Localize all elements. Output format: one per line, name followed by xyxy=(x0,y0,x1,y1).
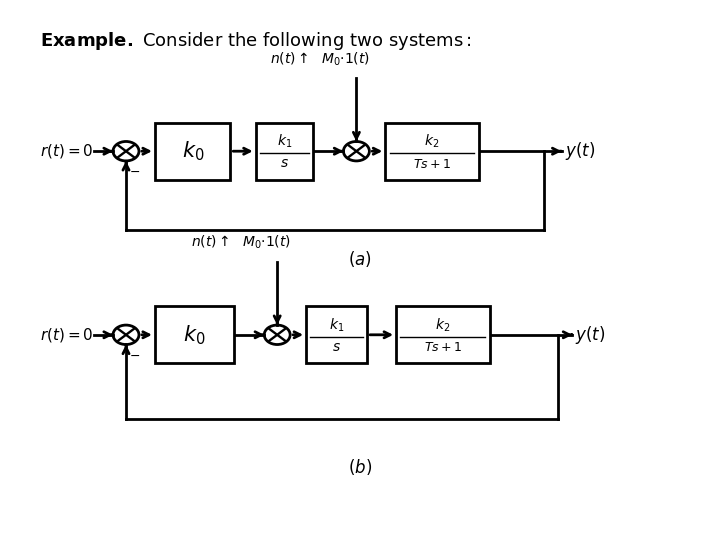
Text: $y(t)$: $y(t)$ xyxy=(565,140,595,162)
Bar xyxy=(155,123,230,179)
Bar xyxy=(155,307,234,363)
Text: $n(t){\uparrow}\ \ M_0{\cdot}1(t)$: $n(t){\uparrow}\ \ M_0{\cdot}1(t)$ xyxy=(191,234,291,251)
Text: $(a)$: $(a)$ xyxy=(348,249,372,269)
Bar xyxy=(385,123,479,179)
Text: $k_0$: $k_0$ xyxy=(181,139,204,163)
Text: $k_1$: $k_1$ xyxy=(329,316,345,334)
Text: $-$: $-$ xyxy=(129,165,140,178)
Bar xyxy=(256,123,313,179)
Text: $s$: $s$ xyxy=(280,156,289,170)
Text: $k_1$: $k_1$ xyxy=(276,133,292,150)
Text: $s$: $s$ xyxy=(333,340,341,354)
Bar xyxy=(306,307,367,363)
Text: $\mathbf{Example.}$ $\mathrm{Consider\ the\ following\ two\ systems:}$: $\mathbf{Example.}$ $\mathrm{Consider\ t… xyxy=(40,30,472,52)
Text: $r(t){=}0$: $r(t){=}0$ xyxy=(40,142,93,160)
Text: $k_2$: $k_2$ xyxy=(435,316,451,334)
Text: $r(t){=}0$: $r(t){=}0$ xyxy=(40,326,93,344)
Text: $Ts+1$: $Ts+1$ xyxy=(413,158,451,171)
Text: $Ts+1$: $Ts+1$ xyxy=(423,341,462,354)
Text: $n(t){\uparrow}\ \ M_0{\cdot}1(t)$: $n(t){\uparrow}\ \ M_0{\cdot}1(t)$ xyxy=(270,50,370,68)
Bar xyxy=(396,307,490,363)
Text: $k_0$: $k_0$ xyxy=(183,323,206,347)
Text: $(b)$: $(b)$ xyxy=(348,457,372,477)
Text: $y(t)$: $y(t)$ xyxy=(575,324,605,346)
Text: $k_2$: $k_2$ xyxy=(424,133,440,150)
Text: $-$: $-$ xyxy=(129,349,140,362)
